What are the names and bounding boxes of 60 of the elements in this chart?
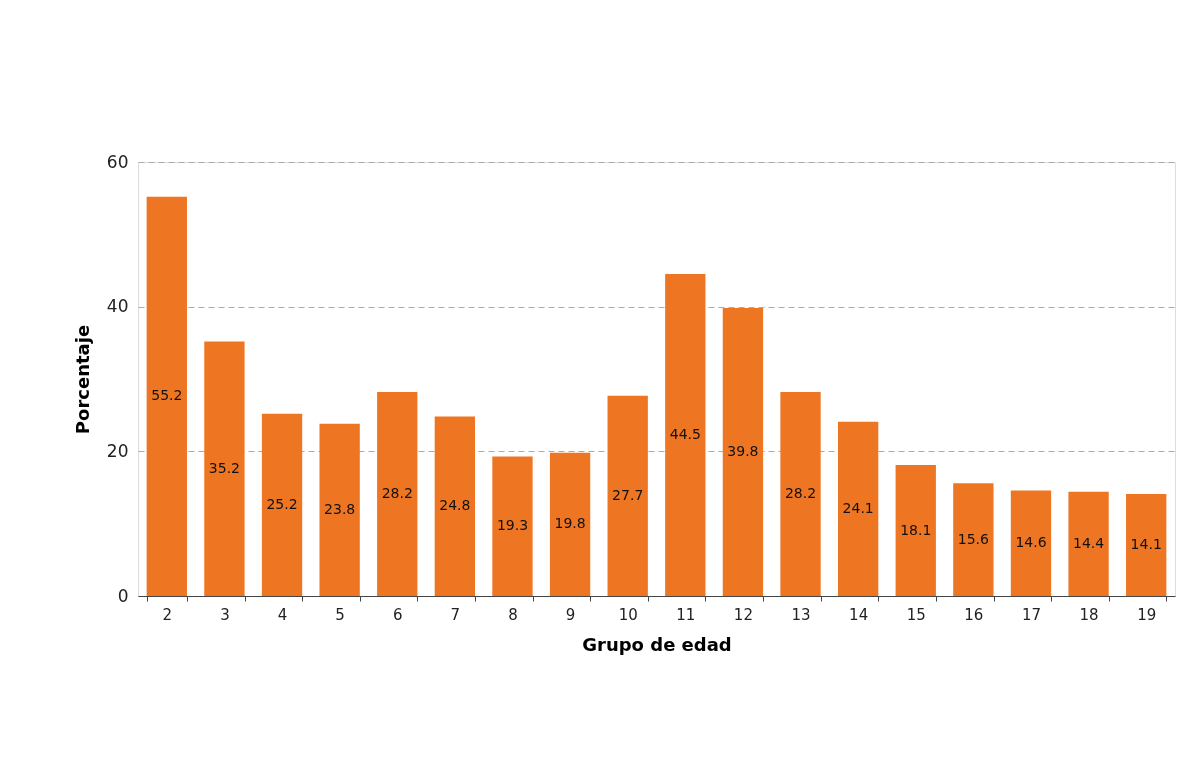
x-tick-label: 19	[1137, 605, 1157, 624]
x-tick-label: 12	[733, 605, 753, 624]
x-axis-title: Grupo de edad	[582, 633, 732, 655]
data-label: 44.5	[669, 426, 701, 443]
bar	[146, 196, 187, 596]
x-tick-label: 11	[676, 605, 696, 624]
data-label: 14.6	[1015, 534, 1047, 551]
bar	[1068, 491, 1109, 596]
y-tick-label: 40	[106, 296, 129, 317]
data-label: 24.8	[439, 497, 471, 514]
bar	[204, 341, 245, 596]
x-tick-label: 6	[392, 605, 403, 624]
data-label: 14.4	[1073, 534, 1105, 551]
data-label: 27.7	[612, 486, 644, 503]
data-label: 24.1	[842, 499, 874, 516]
bar	[261, 413, 303, 596]
data-label: 28.2	[381, 485, 413, 502]
x-tick-label: 8	[508, 605, 518, 624]
y-tick-label: 20	[106, 440, 129, 461]
bar	[607, 395, 648, 596]
data-label: 18.1	[900, 521, 932, 538]
bar	[895, 465, 936, 596]
x-tick-label: 13	[791, 605, 811, 624]
x-tick-label: 4	[277, 605, 288, 624]
data-label: 19.3	[496, 517, 529, 534]
data-label: 55.2	[151, 387, 183, 404]
data-label: 23.8	[324, 500, 356, 517]
bar	[953, 483, 994, 596]
bar	[837, 421, 879, 596]
bar	[722, 308, 764, 596]
bar	[549, 452, 591, 596]
bar	[665, 274, 706, 596]
bar	[492, 456, 533, 596]
x-tick-label: 7	[450, 605, 461, 624]
y-axis-title: Porcentaje	[71, 324, 93, 435]
x-tick-label: 14	[849, 605, 869, 624]
x-tick-label: 5	[335, 605, 345, 624]
bar	[1010, 490, 1052, 596]
bar	[319, 423, 360, 596]
bar	[780, 392, 821, 596]
x-tick-label: 18	[1079, 605, 1099, 624]
x-tick-label: 2	[162, 605, 173, 624]
x-tick-label: 17	[1021, 605, 1042, 624]
x-tick-label: 10	[618, 605, 638, 624]
x-tick-label: 15	[906, 605, 926, 624]
data-label: 35.2	[208, 459, 240, 476]
x-tick-label: 16	[964, 605, 984, 624]
data-label: 14.1	[1130, 536, 1162, 553]
data-label: 25.2	[266, 495, 298, 512]
bar	[1126, 494, 1167, 596]
bar	[434, 416, 476, 596]
data-label: 28.2	[784, 485, 817, 502]
data-label: 39.8	[727, 443, 759, 460]
y-tick-label: 0	[117, 585, 129, 606]
bar	[377, 392, 418, 596]
data-label: 15.6	[957, 530, 990, 547]
data-label: 19.8	[554, 515, 586, 532]
x-tick-label: 3	[220, 605, 230, 624]
y-tick-label: 60	[106, 151, 129, 172]
x-tick-label: 9	[565, 605, 576, 624]
